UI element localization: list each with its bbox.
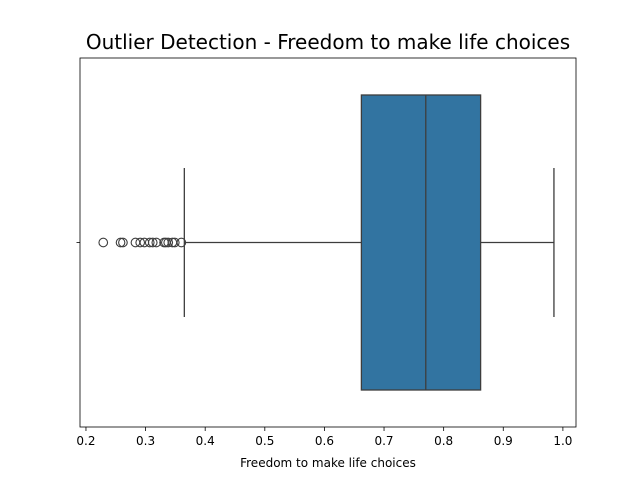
outlier-point bbox=[169, 237, 180, 248]
x-tick-label: 0.3 bbox=[136, 434, 155, 448]
outlier-point bbox=[147, 237, 158, 248]
outlier-point bbox=[135, 237, 146, 248]
x-tick-label: 0.2 bbox=[76, 434, 95, 448]
x-tick-label: 0.7 bbox=[374, 434, 393, 448]
x-tick-label: 0.6 bbox=[315, 434, 334, 448]
outlier-point bbox=[144, 237, 155, 248]
x-tick-label: 0.5 bbox=[255, 434, 274, 448]
x-tick-label: 0.4 bbox=[196, 434, 215, 448]
x-tick-label: 0.9 bbox=[494, 434, 513, 448]
outlier-point bbox=[115, 237, 126, 248]
outlier-group bbox=[98, 237, 187, 248]
outlier-point bbox=[163, 237, 174, 248]
box-group bbox=[183, 94, 555, 391]
outlier-point bbox=[98, 237, 109, 248]
outlier-point bbox=[176, 237, 187, 248]
outlier-point bbox=[151, 237, 162, 248]
iqr-box bbox=[360, 94, 482, 391]
chart-title: Outlier Detection - Freedom to make life… bbox=[86, 30, 570, 54]
x-tick-label: 1.0 bbox=[553, 434, 572, 448]
x-axis: 0.2 0.3 0.4 0.5 0.6 0.7 0.8 0.9 1.0 bbox=[76, 427, 572, 448]
x-axis-label: Freedom to make life choices bbox=[240, 456, 416, 470]
x-tick-label: 0.8 bbox=[434, 434, 453, 448]
outlier-point bbox=[118, 237, 128, 248]
